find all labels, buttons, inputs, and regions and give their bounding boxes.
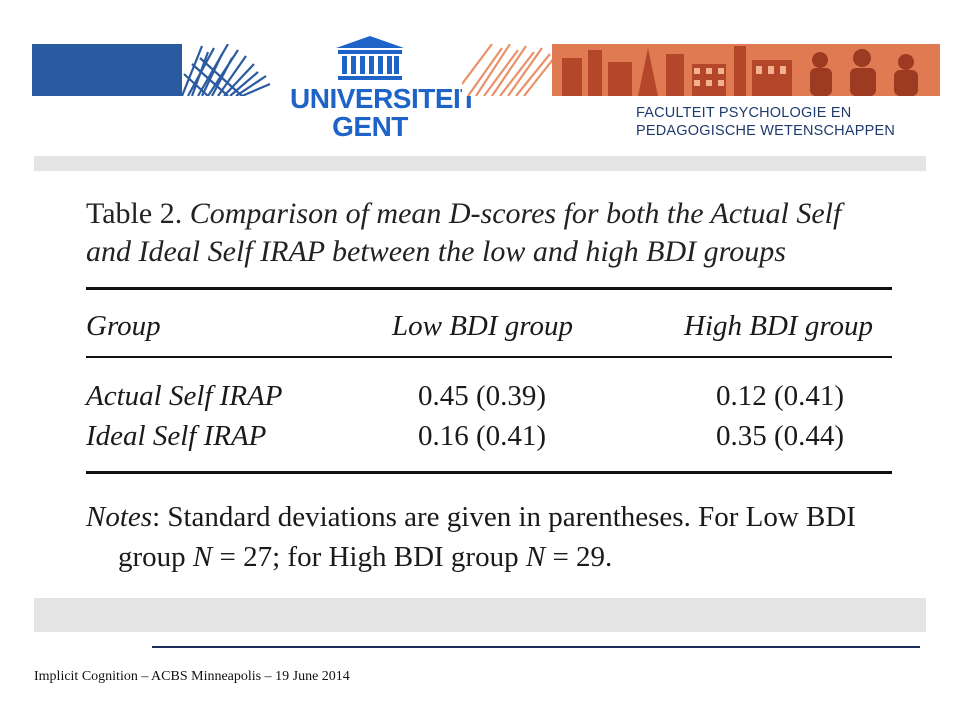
header: UNIVERSITEIT GENT: [0, 0, 960, 150]
table-notes: Notes: Standard deviations are given in …: [86, 497, 906, 577]
row-actual-self-high: 0.12 (0.41): [716, 380, 845, 412]
university-logo: UNIVERSITEIT GENT: [290, 34, 477, 144]
table-bottom-rule: [86, 471, 892, 474]
faculty-line-1: FACULTEIT PSYCHOLOGIE EN: [636, 105, 852, 121]
content-bottom-band: [34, 598, 926, 632]
table-header-rule: [86, 356, 892, 358]
notes-n-low: N: [192, 541, 213, 573]
table-caption-text-line2: and Ideal Self IRAP between the low and …: [86, 235, 786, 268]
notes-n-high: N: [525, 541, 546, 573]
row-ideal-self-label: Ideal Self IRAP: [86, 420, 267, 452]
logo-text-universiteit: UNIVERSITEIT: [290, 83, 477, 114]
faculty-line-2: PEDAGOGISCHE WETENSCHAPPEN: [636, 123, 895, 139]
table-image: Table 2. Comparison of mean D-scores for…: [34, 171, 926, 598]
building-columns-icon: [336, 36, 404, 80]
notes-text-2c: = 29.: [545, 541, 613, 573]
banner-right-orange-photos: [462, 44, 940, 96]
column-header-low-bdi: Low BDI group: [392, 310, 573, 342]
table-top-rule: [86, 287, 892, 290]
row-ideal-self-low: 0.16 (0.41): [418, 420, 547, 452]
content-top-band: [34, 156, 926, 171]
row-ideal-self-high: 0.35 (0.44): [716, 420, 845, 452]
notes-label: Notes: [86, 501, 153, 533]
notes-line-2: group N = 27; for High BDI group N = 29.: [86, 537, 906, 577]
notes-text-2b: = 27; for High BDI group: [212, 541, 526, 573]
notes-line-1: Notes: Standard deviations are given in …: [86, 497, 906, 537]
table-caption-label: Table 2.: [86, 197, 183, 230]
row-actual-self-low: 0.45 (0.39): [418, 380, 547, 412]
grass-pattern-icon: [32, 44, 274, 96]
row-actual-self-label: Actual Self IRAP: [86, 380, 283, 412]
table-caption-text-line1: Comparison of mean D-scores for both the…: [189, 197, 842, 230]
footer-text: Implicit Cognition – ACBS Minneapolis – …: [34, 669, 350, 684]
footer-rule: [152, 646, 920, 648]
table-caption: Table 2. Comparison of mean D-scores for…: [86, 195, 906, 271]
notes-text-2a: group: [118, 541, 193, 573]
notes-text-1: : Standard deviations are given in paren…: [152, 501, 856, 533]
banner-left-blue-grass: [32, 44, 274, 96]
faculty-name: FACULTEIT PSYCHOLOGIE EN PEDAGOGISCHE WE…: [636, 104, 936, 140]
campus-photo-collage-icon: [462, 44, 940, 96]
column-header-high-bdi: High BDI group: [684, 310, 874, 342]
logo-text-gent: GENT: [332, 111, 408, 142]
column-header-group: Group: [86, 310, 161, 342]
